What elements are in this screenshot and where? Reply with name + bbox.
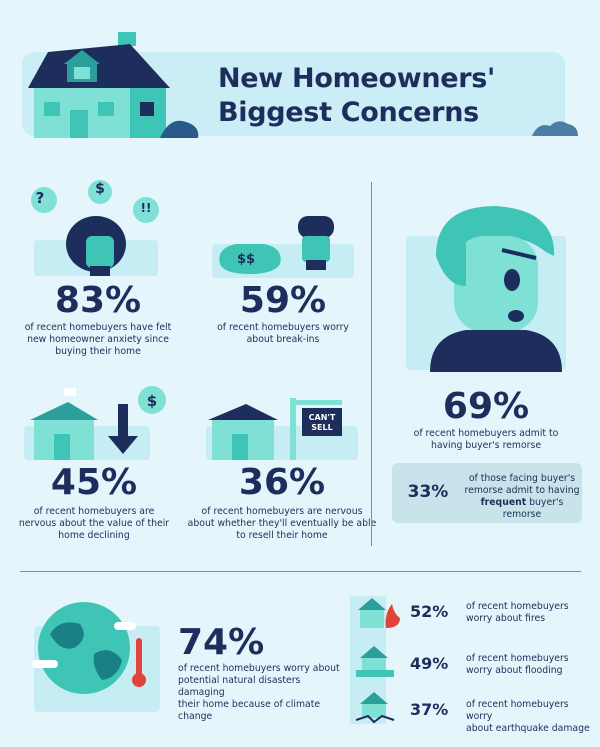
title-line-2: Biggest Concerns (218, 97, 479, 128)
earthquake-percent: 37% (410, 700, 449, 719)
value-caption-line: of recent homebuyers are (33, 506, 155, 517)
money-bag-label: $$ (236, 252, 256, 267)
anxiety-caption-line: buying their home (55, 346, 141, 357)
climate-caption-line: their home because of climate change (178, 699, 321, 722)
title-line-1: New Homeowners' (218, 63, 496, 94)
cant-sell-sign: CAN'T SELL (302, 413, 342, 433)
remorse-percent: 69% (442, 386, 530, 427)
horizontal-divider (20, 571, 581, 572)
anxiety-caption-line: new homeowner anxiety since (27, 334, 169, 345)
anxiety-caption: of recent homebuyers have felt new homeo… (16, 322, 180, 358)
breakins-caption-line: about break-ins (246, 334, 320, 345)
flooding-percent: 49% (410, 654, 449, 673)
remorse-caption-line: of recent homebuyers admit to (413, 428, 559, 439)
exclaim-bubble-icon: !! (140, 201, 152, 215)
resell-caption: of recent homebuyers are nervous about w… (186, 506, 378, 542)
climate-caption-line: of recent homebuyers worry about (178, 663, 340, 674)
breakins-percent: 59% (239, 280, 327, 321)
earthquake-caption-line: of recent homebuyers worry (466, 699, 569, 722)
declining-value-illustration (30, 386, 166, 460)
page-title: New Homeowners' Biggest Concerns (218, 62, 558, 130)
frequent-caption-rest: buyer's remorse (502, 497, 564, 520)
remorse-caption: of recent homebuyers admit to having buy… (396, 428, 576, 452)
value-caption-line: nervous about the value of their (18, 518, 170, 529)
question-bubble-icon: ? (35, 189, 45, 207)
house-fire-icon (358, 598, 400, 628)
value-percent: 45% (50, 462, 138, 503)
anxiety-percent: 83% (54, 280, 142, 321)
resell-caption-line: of recent homebuyers are nervous (201, 506, 363, 517)
resell-caption-line: about whether they'll eventually be able (187, 518, 377, 529)
frequent-emphasis: frequent (480, 497, 527, 508)
frequent-caption-line: remorse admit to having (464, 485, 580, 496)
frequent-remorse-box (392, 463, 582, 523)
dollar-bubble-icon: $ (95, 181, 105, 197)
burglar-illustration (219, 216, 334, 274)
flooding-caption-line: worry about flooding (466, 665, 563, 676)
fires-percent: 52% (410, 602, 449, 621)
earthquake-caption-line: about earthquake damage (466, 723, 590, 734)
resell-percent: 36% (238, 462, 326, 503)
anxiety-caption-line: of recent homebuyers have felt (24, 322, 172, 333)
house-illustration (28, 32, 199, 138)
sign-line-2: SELL (311, 423, 333, 432)
resell-caption-line: to resell their home (236, 530, 328, 541)
flooding-caption-line: of recent homebuyers (466, 653, 569, 664)
earthquake-caption: of recent homebuyers worry about earthqu… (466, 699, 590, 735)
breakins-caption-line: of recent homebuyers worry (217, 322, 349, 333)
flooding-caption: of recent homebuyers worry about floodin… (466, 653, 586, 677)
house-earthquake-icon (356, 692, 395, 724)
house-flood-icon (356, 646, 394, 677)
climate-caption: of recent homebuyers worry about potenti… (178, 663, 348, 723)
globe-thermometer-illustration (32, 602, 146, 694)
fires-caption: of recent homebuyers worry about fires (466, 601, 586, 625)
anxious-person-illustration (31, 180, 159, 276)
frequent-percent: 33% (407, 482, 449, 502)
frequent-caption-line-3: frequent buyer's remorse (462, 497, 582, 521)
frequent-caption: of those facing buyer's remorse admit to… (462, 473, 582, 521)
sign-line-1: CAN'T (308, 413, 336, 422)
remorse-caption-line: having buyer's remorse (430, 440, 542, 451)
remorse-person-illustration (430, 206, 562, 372)
value-caption-line: home declining (58, 530, 130, 541)
vertical-divider (371, 182, 372, 546)
climate-caption-line: potential natural disasters damaging (178, 675, 301, 698)
fires-caption-line: worry about fires (466, 613, 546, 624)
frequent-caption-line: of those facing buyer's (468, 473, 576, 484)
cant-sell-illustration (208, 398, 342, 460)
value-caption: of recent homebuyers are nervous about t… (10, 506, 178, 542)
dollar-bubble-icon: $ (146, 392, 158, 410)
breakins-caption: of recent homebuyers worry about break-i… (196, 322, 370, 346)
climate-percent: 74% (178, 622, 265, 663)
bush-icon (532, 121, 578, 136)
fires-caption-line: of recent homebuyers (466, 601, 569, 612)
